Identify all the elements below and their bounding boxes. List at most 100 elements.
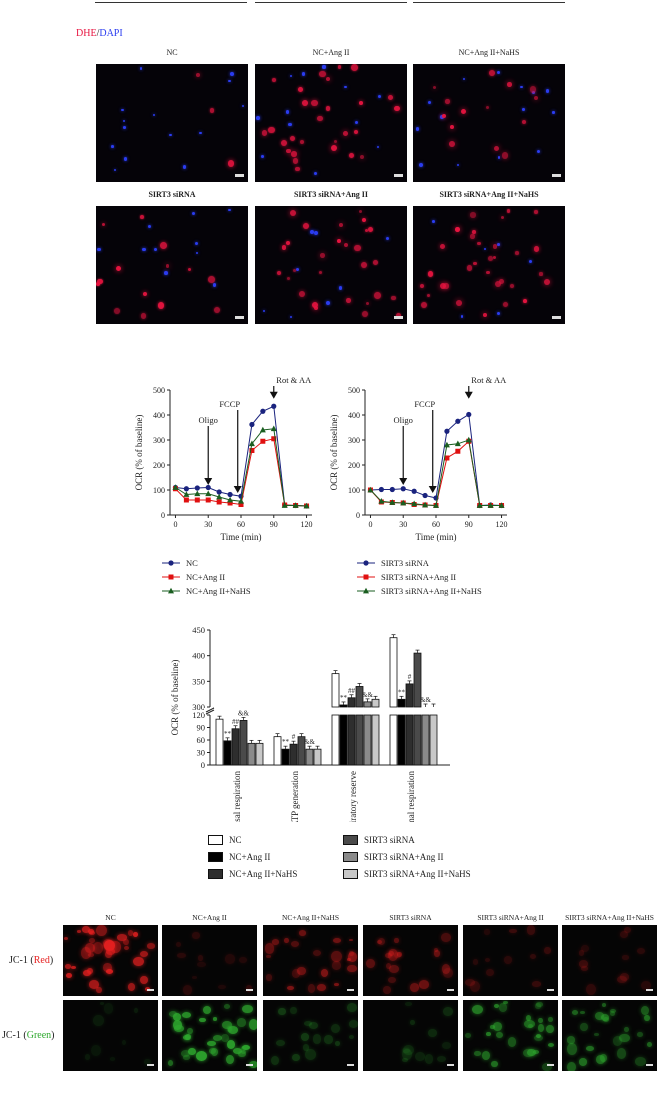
ros-spot bbox=[507, 81, 512, 87]
jc1-cell bbox=[547, 1016, 553, 1022]
nucleus-spot bbox=[377, 94, 382, 99]
ros-spot bbox=[533, 246, 540, 253]
ros-spot bbox=[276, 270, 281, 276]
jc1-cell bbox=[92, 1014, 104, 1027]
jc1-cell bbox=[316, 984, 326, 992]
nucleus-spot bbox=[460, 315, 464, 318]
bar bbox=[347, 697, 356, 708]
ros-spot bbox=[445, 99, 450, 104]
jc1-cell bbox=[415, 1051, 426, 1062]
ros-spot bbox=[492, 244, 498, 249]
injection-arrow-head bbox=[233, 486, 242, 493]
nucleus-spot bbox=[290, 316, 293, 319]
data-point bbox=[238, 498, 244, 504]
jc1-cell bbox=[296, 966, 306, 975]
legend-item: SIRT3 siRNA bbox=[343, 835, 415, 845]
legend-label: SIRT3 siRNA bbox=[381, 558, 430, 568]
nucleus-spot bbox=[139, 67, 143, 70]
jc1-cell bbox=[349, 1020, 358, 1028]
y-tick-label: 0 bbox=[161, 511, 165, 520]
bar bbox=[413, 714, 422, 766]
injection-arrow-head bbox=[428, 486, 437, 493]
jc1-cell bbox=[82, 969, 91, 977]
legend-label: NC+Ang II bbox=[229, 852, 271, 862]
scale-bar bbox=[394, 316, 403, 319]
y-tick-label: 300 bbox=[192, 702, 205, 712]
jc1-red-image bbox=[562, 925, 657, 996]
jc1-green-image bbox=[263, 1000, 358, 1071]
ros-spot bbox=[343, 243, 348, 248]
ros-spot bbox=[502, 302, 509, 308]
jc1-cell bbox=[571, 1009, 579, 1015]
nucleus-spot bbox=[301, 72, 306, 76]
ros-spot bbox=[476, 241, 481, 246]
ros-spot bbox=[325, 77, 331, 82]
data-point bbox=[183, 497, 189, 503]
jc1-cell bbox=[394, 937, 399, 943]
jc1-cell bbox=[87, 952, 95, 957]
jc1-green-image bbox=[463, 1000, 558, 1071]
ros-spot bbox=[272, 78, 276, 83]
bar bbox=[255, 742, 264, 766]
jc1-red-image bbox=[63, 925, 158, 996]
nucleus-spot bbox=[123, 157, 128, 162]
jc1-cell bbox=[481, 1050, 491, 1061]
ros-spot bbox=[289, 136, 295, 142]
ros-spot bbox=[165, 263, 170, 268]
jc1-cell bbox=[523, 1020, 535, 1029]
jc1-cell bbox=[64, 963, 72, 969]
y-tick-label: 30 bbox=[197, 748, 206, 758]
data-point bbox=[194, 485, 200, 491]
jc1-cell bbox=[485, 968, 495, 977]
jc1-cell bbox=[96, 925, 107, 937]
jc1-cell bbox=[88, 937, 95, 944]
jc1-cell bbox=[305, 1049, 316, 1060]
data-point bbox=[183, 491, 190, 497]
dhe-dapi-label: DHE/DAPI bbox=[76, 28, 123, 39]
jc1-cell bbox=[594, 1032, 599, 1036]
jc1-cell bbox=[543, 946, 551, 955]
jc1-cell bbox=[198, 955, 204, 961]
ros-spot bbox=[449, 140, 455, 147]
ros-spot bbox=[301, 99, 308, 106]
ros-spot bbox=[495, 281, 501, 288]
jc1-cell bbox=[240, 1049, 246, 1055]
jc1-cell bbox=[92, 942, 104, 954]
nucleus-spot bbox=[314, 172, 318, 176]
ros-spot bbox=[373, 292, 381, 299]
data-point bbox=[455, 418, 461, 424]
jc1-cell bbox=[224, 1003, 231, 1009]
nucleus-spot bbox=[213, 283, 217, 287]
jc1-cell bbox=[382, 985, 391, 995]
row-label-color-word: Red bbox=[33, 955, 50, 966]
nucleus-spot bbox=[289, 75, 293, 78]
jc1-cell bbox=[525, 1014, 532, 1021]
jc1-cell bbox=[532, 981, 541, 987]
ros-spot bbox=[498, 279, 504, 285]
ros-spot bbox=[361, 217, 367, 223]
bar bbox=[305, 748, 314, 766]
data-point bbox=[454, 440, 461, 447]
jc1-cell bbox=[127, 983, 135, 991]
bar bbox=[389, 714, 398, 766]
bar bbox=[215, 718, 224, 766]
data-point bbox=[205, 490, 212, 497]
nucleus-spot bbox=[418, 163, 423, 168]
x-tick-label: 120 bbox=[301, 520, 313, 529]
bar bbox=[355, 686, 364, 708]
data-point bbox=[422, 492, 428, 499]
jc1-cell bbox=[248, 1019, 257, 1030]
jc1-cell bbox=[133, 1008, 139, 1014]
legend-swatch bbox=[343, 869, 358, 879]
ros-spot bbox=[426, 293, 431, 298]
jc1-cell bbox=[239, 957, 247, 964]
legend-swatch bbox=[343, 835, 358, 845]
ros-spot bbox=[285, 240, 290, 245]
jc1-cell bbox=[291, 968, 300, 978]
significance-mark: && bbox=[238, 709, 249, 717]
jc1-cell bbox=[348, 938, 353, 942]
bar bbox=[239, 720, 248, 766]
jc1-cell bbox=[312, 1034, 322, 1044]
top-panel-edge bbox=[255, 0, 407, 3]
nucleus-spot bbox=[164, 271, 168, 275]
